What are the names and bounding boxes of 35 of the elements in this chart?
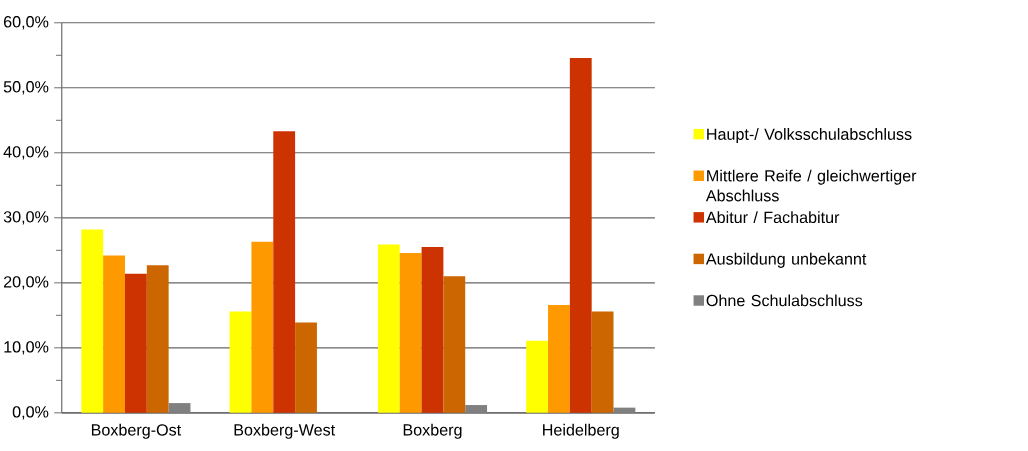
- bar: [569, 57, 592, 413]
- y-tick-label: 30,0%: [3, 211, 49, 225]
- bar: [168, 403, 191, 413]
- legend-label: Mittlere Reife / gleichwertiger Abschluss: [705, 169, 917, 202]
- y-tick-label: 20,0%: [3, 276, 49, 290]
- bar: [465, 405, 488, 413]
- bar: [229, 311, 252, 413]
- legend-label: Abitur / Fachabitur: [705, 211, 840, 224]
- legend-label: Ausbildung unbekannt: [705, 252, 867, 268]
- bar: [377, 244, 400, 413]
- bar: [81, 229, 104, 413]
- bar: [146, 265, 169, 413]
- bar: [421, 247, 444, 413]
- x-tick-label: Boxberg-West: [234, 423, 336, 439]
- bar: [613, 407, 636, 413]
- legend-label: Haupt-/ Volksschulabschluss: [707, 128, 912, 144]
- bar: [251, 241, 274, 413]
- bar: [591, 311, 614, 413]
- bar: [526, 340, 549, 413]
- legend-label: Ohne Schulabschluss: [706, 294, 863, 307]
- x-tick-label: Heidelberg: [543, 423, 619, 439]
- x-tick-label: Boxberg: [403, 423, 462, 439]
- bar: [124, 273, 147, 413]
- bar: [399, 253, 422, 413]
- bar: [443, 276, 466, 413]
- x-tick-label: Boxberg-Ost: [91, 423, 182, 439]
- bar: [548, 305, 570, 413]
- bar: [273, 131, 296, 413]
- y-tick-label: 50,0%: [3, 81, 49, 95]
- y-tick-label: 40,0%: [3, 146, 49, 160]
- y-tick-label: 0,0%: [12, 406, 49, 420]
- bar: [295, 322, 317, 413]
- y-tick-label: 10,0%: [4, 341, 49, 355]
- bar: [103, 255, 125, 413]
- y-tick-label: 60,0%: [3, 16, 49, 30]
